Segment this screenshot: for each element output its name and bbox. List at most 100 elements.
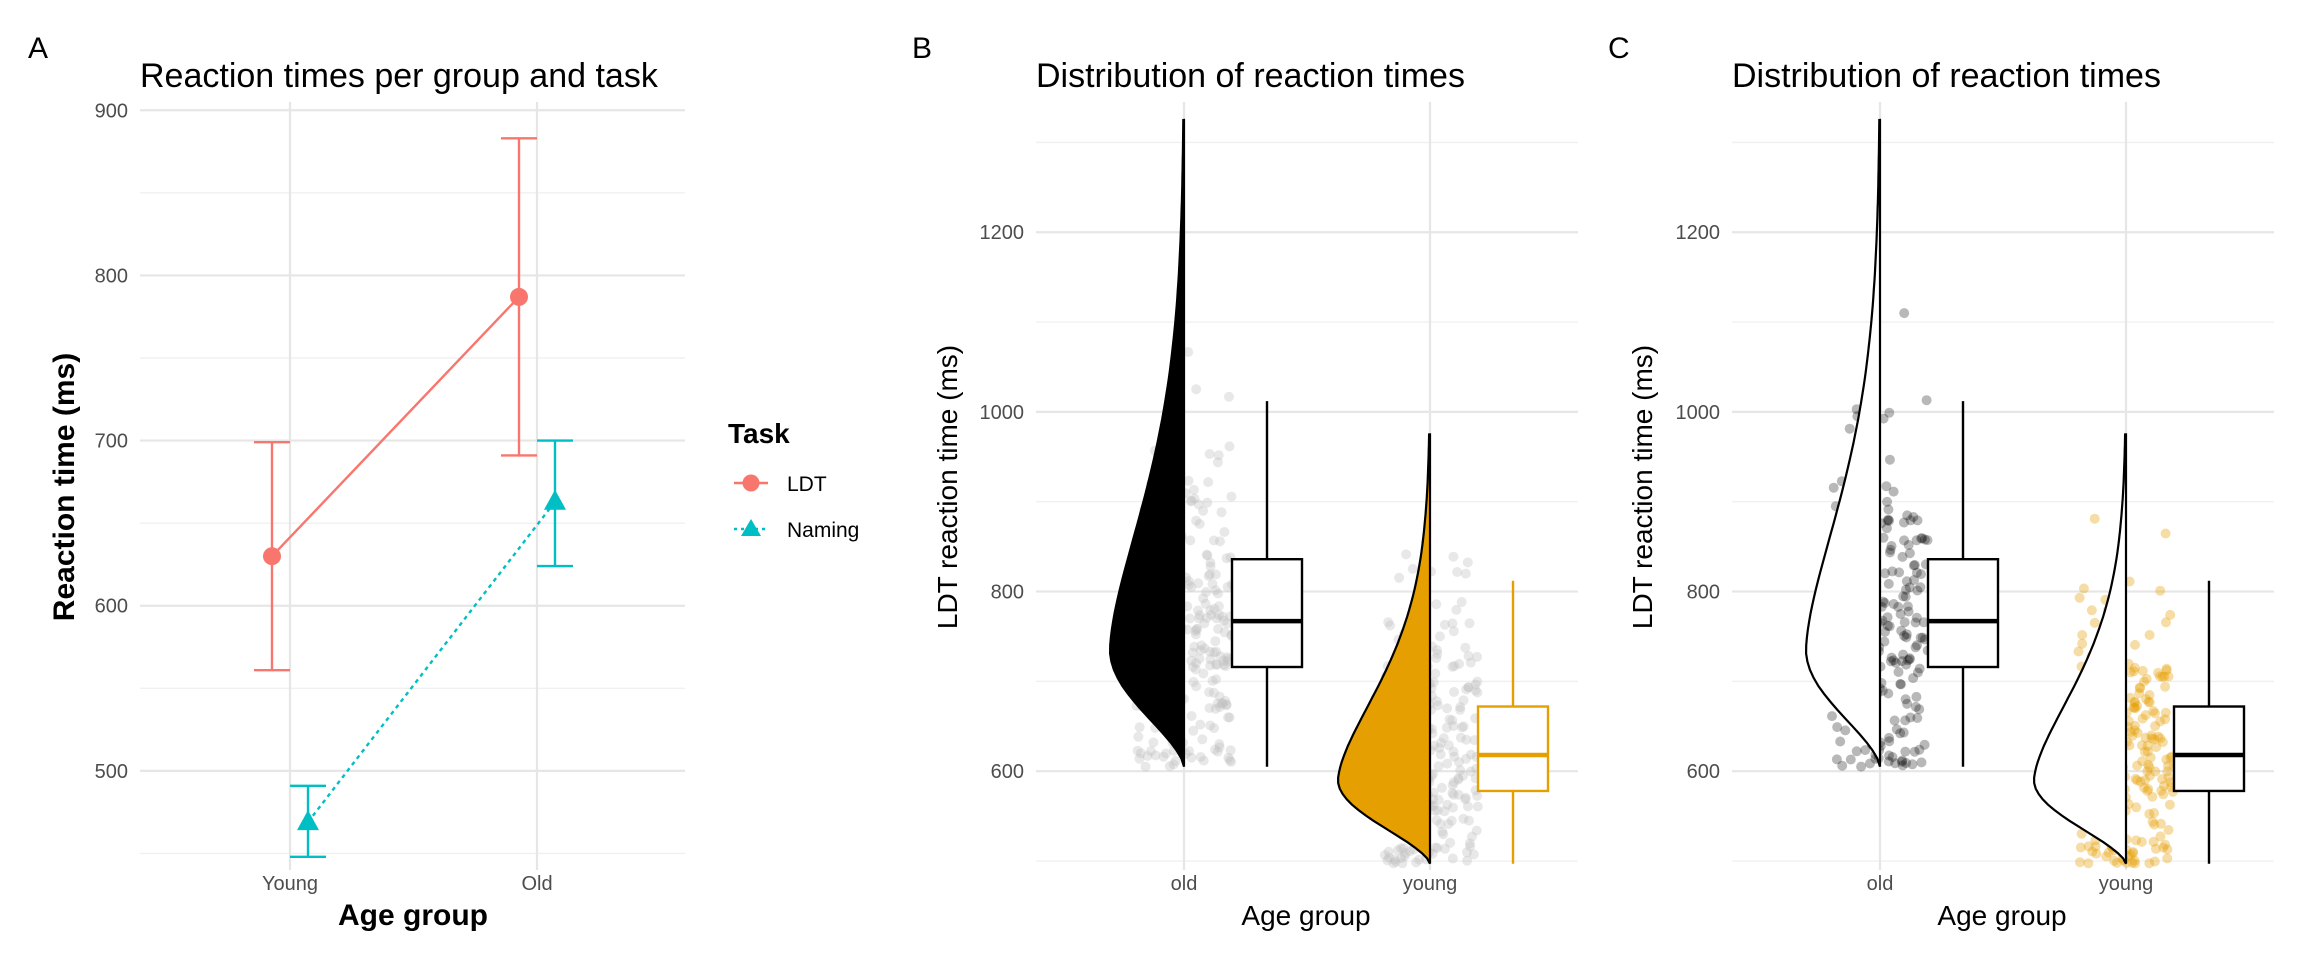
jitter-point bbox=[1911, 612, 1922, 623]
jitter-point bbox=[2128, 848, 2138, 859]
jitter-point bbox=[2158, 842, 2169, 853]
jitter-point bbox=[2130, 773, 2141, 784]
jitter-point bbox=[1899, 308, 1910, 319]
series-line-naming bbox=[307, 500, 556, 823]
jitter-point bbox=[2157, 737, 2168, 748]
jitter-point bbox=[1865, 758, 1875, 769]
jitter-point bbox=[1917, 533, 1928, 544]
jitter-point bbox=[1907, 759, 1918, 770]
jitter-point bbox=[1195, 719, 1206, 730]
jitter-point bbox=[1460, 794, 1471, 805]
jitter-point bbox=[1465, 657, 1476, 668]
y-tick-label: 1000 bbox=[1676, 402, 1721, 424]
jitter-point bbox=[1213, 601, 1224, 612]
jitter-point bbox=[1462, 855, 1473, 866]
jitter-point bbox=[2137, 756, 2148, 767]
jitter-point bbox=[1471, 825, 1482, 836]
jitter-point bbox=[2161, 617, 2171, 628]
jitter-point bbox=[1210, 744, 1220, 755]
jitter-point bbox=[1201, 587, 1212, 597]
panel-b-title: Distribution of reaction times bbox=[1036, 57, 1465, 95]
jitter-point bbox=[2148, 836, 2159, 847]
jitter-point bbox=[1208, 535, 1219, 546]
jitter-point bbox=[1463, 682, 1474, 693]
jitter-point bbox=[1210, 569, 1221, 580]
jitter-point bbox=[1904, 582, 1915, 593]
jitter-point bbox=[1904, 653, 1915, 664]
jitter-point bbox=[1191, 515, 1202, 526]
jitter-point bbox=[1448, 721, 1459, 732]
jitter-point bbox=[1220, 696, 1231, 706]
jitter-point bbox=[1884, 454, 1895, 465]
jitter-point bbox=[2147, 791, 2158, 802]
jitter-point bbox=[1904, 548, 1915, 559]
jitter-point bbox=[1160, 748, 1171, 759]
jitter-point bbox=[1205, 569, 1215, 580]
jitter-point bbox=[1198, 593, 1209, 604]
jitter-point bbox=[1396, 843, 1406, 854]
jitter-point bbox=[1411, 857, 1422, 868]
panel-c-label: C bbox=[1608, 32, 1630, 65]
jitter-point bbox=[1213, 588, 1223, 599]
panel-a-title: Reaction times per group and task bbox=[140, 57, 659, 95]
jitter-point bbox=[1404, 846, 1415, 857]
jitter-point bbox=[1432, 805, 1443, 816]
panel-c-xlabel: Age group bbox=[1937, 900, 2066, 931]
jitter-point bbox=[1431, 653, 1442, 664]
jitter-point bbox=[1219, 627, 1230, 638]
jitter-point bbox=[2145, 752, 2156, 763]
jitter-point bbox=[1895, 679, 1906, 689]
jitter-point bbox=[1840, 725, 1851, 736]
jitter-point bbox=[2144, 770, 2155, 781]
jitter-point bbox=[1453, 774, 1464, 785]
jitter-point bbox=[2144, 630, 2155, 640]
jitter-point bbox=[1851, 746, 1862, 757]
jitter-point bbox=[1453, 773, 1464, 784]
jitter-point bbox=[1466, 831, 1477, 842]
jitter-point bbox=[2101, 851, 2112, 862]
box-young bbox=[1476, 705, 1550, 793]
jitter-point bbox=[2083, 858, 2094, 869]
jitter-point bbox=[1186, 711, 1197, 721]
jitter-point bbox=[2163, 671, 2174, 682]
jitter-point bbox=[1224, 712, 1235, 723]
density-old bbox=[1108, 118, 1186, 768]
jitter-point bbox=[1901, 576, 1912, 587]
jitter-point bbox=[1132, 745, 1143, 756]
jitter-point bbox=[1396, 853, 1407, 864]
jitter-point bbox=[1430, 805, 1440, 816]
jitter-point bbox=[2140, 732, 2151, 743]
jitter-point bbox=[2125, 667, 2136, 678]
y-tick-label: 800 bbox=[95, 265, 128, 287]
jitter-point bbox=[1449, 751, 1460, 762]
jitter-point bbox=[1453, 789, 1464, 800]
point-ldt bbox=[510, 287, 528, 306]
jitter-point bbox=[1448, 626, 1459, 637]
jitter-point bbox=[1882, 612, 1893, 623]
jitter-point bbox=[1208, 687, 1219, 698]
jitter-point bbox=[1448, 551, 1459, 562]
jitter-point bbox=[1431, 815, 1442, 826]
jitter-point bbox=[1224, 755, 1235, 766]
jitter-point bbox=[1886, 541, 1897, 551]
jitter-point bbox=[1428, 677, 1439, 688]
jitter-point bbox=[1888, 655, 1899, 666]
jitter-point bbox=[1889, 715, 1900, 726]
jitter-point bbox=[2157, 774, 2168, 785]
jitter-point bbox=[1902, 601, 1913, 612]
jitter-point bbox=[2149, 819, 2160, 830]
jitter-point bbox=[2160, 839, 2171, 850]
jitter-point bbox=[1205, 646, 1215, 657]
jitter-point bbox=[1460, 792, 1471, 803]
jitter-point bbox=[2129, 855, 2140, 866]
jitter-point bbox=[1191, 681, 1202, 692]
jitter-point bbox=[1170, 756, 1181, 766]
jitter-point bbox=[2141, 694, 2151, 704]
jitter-point bbox=[1134, 753, 1145, 764]
panel-a: A Reaction times per group and task 500 6… bbox=[28, 32, 859, 932]
jitter-point bbox=[1909, 560, 1920, 570]
jitter-point bbox=[1197, 734, 1208, 745]
jitter-point bbox=[1191, 384, 1202, 395]
jitter-point bbox=[1831, 754, 1842, 765]
jitter-point bbox=[1400, 848, 1411, 859]
